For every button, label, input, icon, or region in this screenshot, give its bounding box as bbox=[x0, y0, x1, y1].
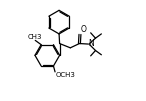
Text: O: O bbox=[81, 25, 87, 34]
Text: OCH3: OCH3 bbox=[56, 72, 75, 78]
Text: N: N bbox=[89, 39, 94, 48]
Text: CH3: CH3 bbox=[27, 34, 42, 40]
